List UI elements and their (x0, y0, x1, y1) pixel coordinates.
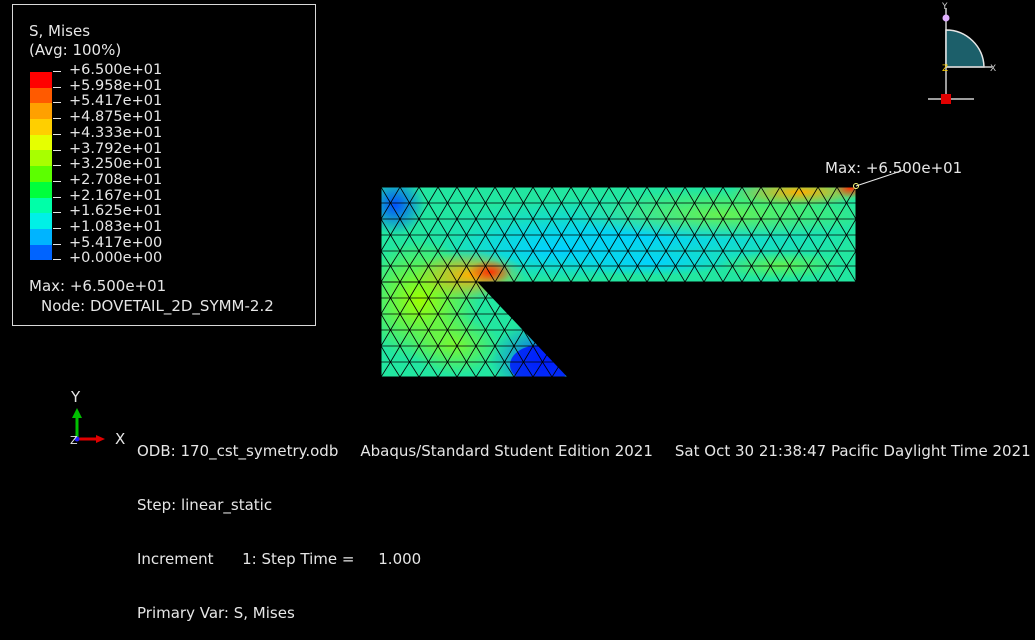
edition-label: Abaqus/Standard Student Edition 2021 (360, 442, 653, 460)
legend-tick (53, 86, 61, 88)
legend-labels: +6.500e+01 +5.958e+01 +5.417e+01 +4.875e+01… (69, 62, 163, 267)
contour-legend: S, Mises (Avg: 100%) +6.500e+01 +5.958e+0… (12, 4, 316, 326)
legend-color-bar (30, 72, 52, 261)
view-triad-y: Y (941, 2, 948, 12)
legend-averaging: (Avg: 100%) (29, 41, 122, 59)
legend-max-node: Node: DOVETAIL_2D_SYMM-2.2 (41, 297, 274, 315)
legend-swatch (30, 103, 52, 120)
legend-title: S, Mises (Avg: 100%) (29, 22, 121, 60)
increment-label: Increment 1: Step Time = 1.000 (137, 550, 422, 568)
legend-swatch (30, 87, 52, 104)
view-triad[interactable]: Y X Z (920, 0, 1020, 110)
max-leader-line (855, 169, 905, 187)
legend-level-label: +4.333e+01 (69, 124, 163, 141)
legend-level-label: +3.792e+01 (69, 140, 163, 157)
legend-tick (53, 259, 61, 261)
model-viewport[interactable] (0, 0, 1035, 486)
legend-tick (53, 149, 61, 151)
legend-swatch (30, 134, 52, 151)
legend-swatch (30, 72, 52, 88)
legend-tick (53, 196, 61, 198)
legend-max-value: Max: +6.500e+01 (29, 277, 167, 295)
axes-triad-x: X (115, 430, 125, 448)
axes-triad-z: Z (70, 434, 78, 447)
legend-swatch (30, 166, 52, 182)
legend-level-label: +1.083e+01 (69, 219, 163, 236)
legend-level-label: +3.250e+01 (69, 156, 163, 173)
odb-name: ODB: 170_cst_symetry.odb (137, 442, 339, 460)
legend-swatch (30, 119, 52, 135)
viewport-info-block: ODB: 170_cst_symetry.odb Abaqus/Standard … (137, 406, 1035, 640)
legend-level-label: +2.708e+01 (69, 171, 163, 188)
axes-triad: Y X Z (70, 388, 125, 448)
timestamp-label: Sat Oct 30 21:38:47 Pacific Daylight Tim… (674, 442, 1031, 460)
legend-tick (53, 212, 61, 214)
primary-var-label: Primary Var: S, Mises (137, 604, 295, 622)
legend-tick (53, 165, 61, 167)
legend-tick (53, 243, 61, 245)
step-label: Step: linear_static (137, 496, 273, 514)
legend-swatch (30, 181, 52, 198)
legend-swatch (30, 228, 52, 245)
legend-tick (53, 180, 61, 182)
legend-tick (53, 71, 61, 72)
legend-level-label: +1.625e+01 (69, 203, 163, 220)
stress-contour (381, 187, 856, 377)
legend-swatch (30, 150, 52, 167)
legend-tick (53, 118, 61, 120)
axes-triad-y: Y (70, 388, 81, 406)
legend-swatch (30, 197, 52, 214)
legend-swatch (30, 244, 52, 261)
view-triad-x: X (990, 64, 996, 74)
legend-tick (53, 228, 61, 229)
legend-level-label: +5.417e+00 (69, 234, 163, 251)
legend-level-label: +6.500e+01 (69, 62, 163, 78)
legend-level-label: +4.875e+01 (69, 109, 163, 126)
legend-swatch (30, 213, 52, 229)
legend-level-label: +5.958e+01 (69, 77, 163, 94)
max-marker (853, 183, 859, 189)
legend-tick (53, 133, 61, 135)
view-triad-z: Z (942, 64, 948, 74)
legend-tick (53, 102, 61, 104)
legend-variable: S, Mises (29, 22, 91, 40)
legend-level-label: +5.417e+01 (69, 93, 163, 110)
max-annotation: Max: +6.500e+01 (825, 159, 963, 177)
legend-level-label: +0.000e+00 (69, 250, 163, 267)
legend-level-label: +2.167e+01 (69, 187, 163, 204)
